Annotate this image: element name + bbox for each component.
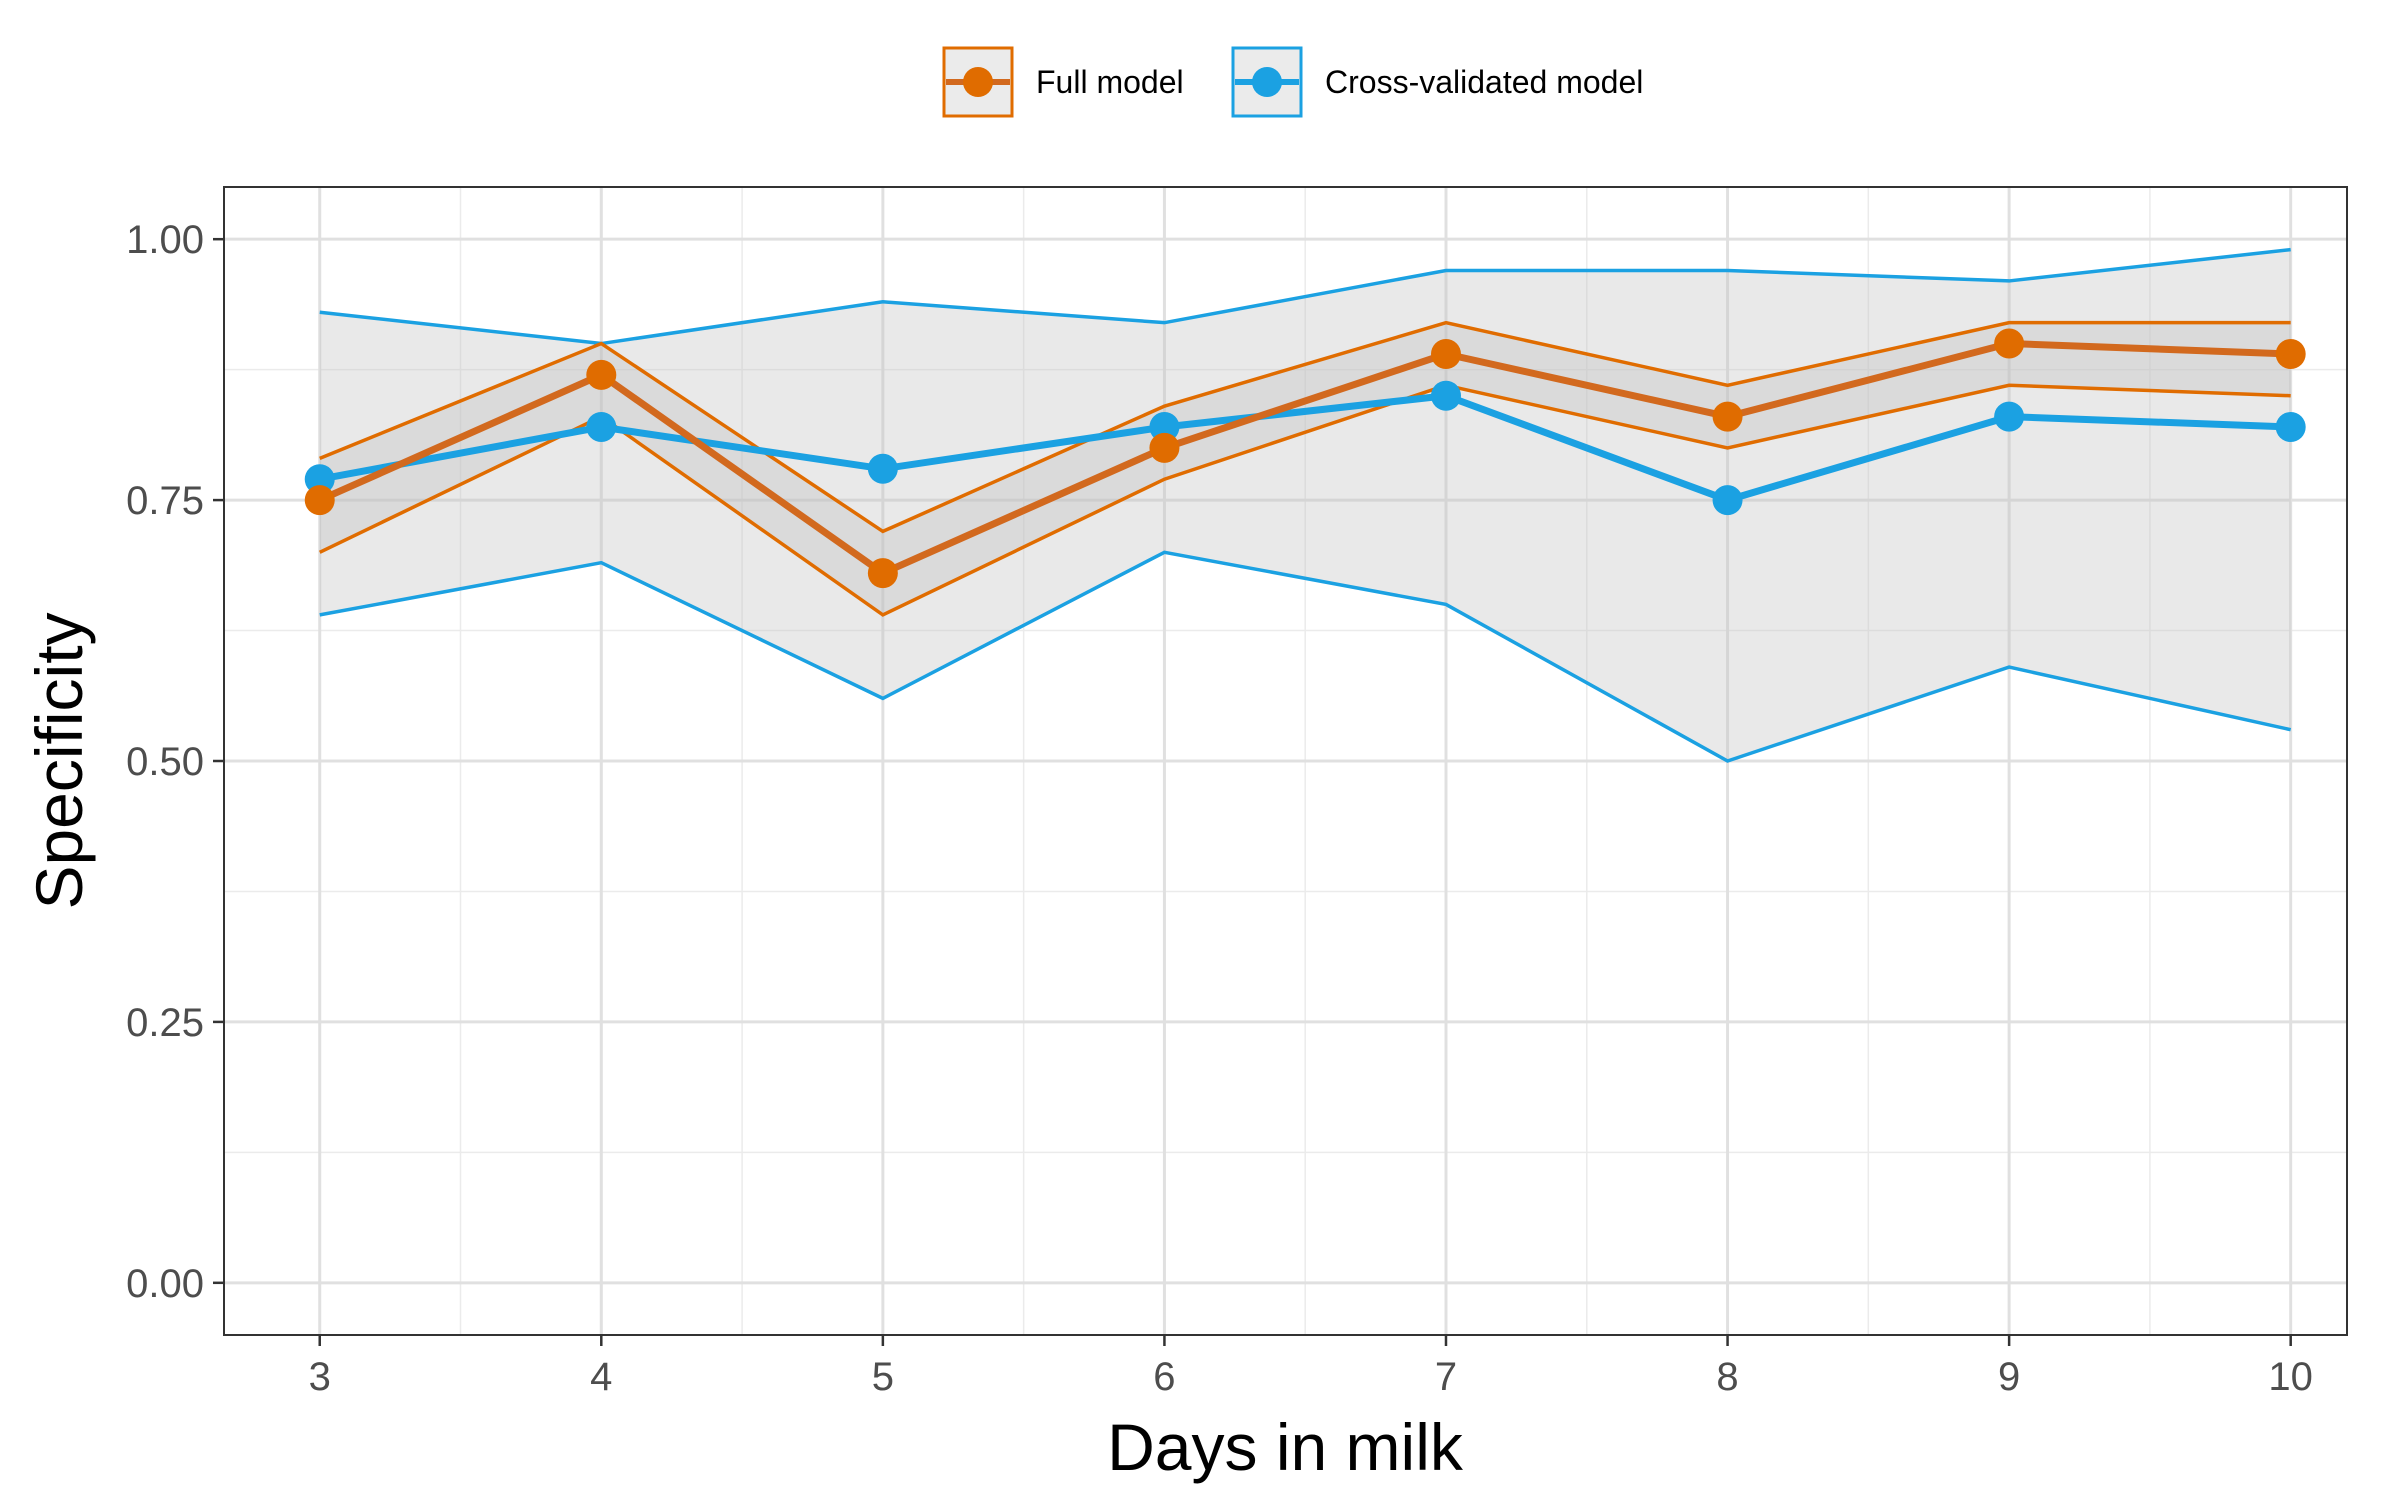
point-cross-validated-model (1994, 401, 2025, 432)
x-tick-label: 3 (309, 1355, 331, 1399)
point-cross-validated-model (1430, 380, 1461, 411)
lower-bound-full-model (318, 383, 2291, 617)
x-tick-label: 8 (1716, 1355, 1738, 1399)
point-cross-validated-model (1149, 412, 1180, 443)
point-full-model (1712, 401, 1743, 432)
x-axis: 3 4 5 6 7 8 9 10 (309, 1335, 2313, 1399)
x-tick-label: 6 (1153, 1355, 1175, 1399)
grid-major (224, 187, 2347, 1335)
confidence-bounds (318, 247, 2292, 763)
legend-label-cross-validated-model: Cross-validated model (1325, 64, 1643, 100)
x-tick-label: 9 (1998, 1355, 2020, 1399)
point-cross-validated-model (304, 464, 335, 495)
point-full-model (1149, 432, 1180, 463)
point-full-model (586, 359, 617, 390)
x-tick-label: 7 (1435, 1355, 1457, 1399)
point-cross-validated-model (867, 453, 898, 484)
x-tick-label: 4 (590, 1355, 612, 1399)
x-axis-title: Days in milk (1107, 1410, 1464, 1484)
upper-bound-full-model (319, 320, 2291, 534)
point-cross-validated-model (586, 412, 617, 443)
upper-bound-cross-validated-model (319, 247, 2291, 346)
legend-label-full-model: Full model (1036, 64, 1184, 100)
legend-item-full-model: Full model (942, 46, 1184, 118)
y-axis-title: Specificity (22, 612, 96, 909)
lower-bound-cross-validated-model (319, 550, 2292, 763)
legend-marker-cross-validated-model (1252, 67, 1282, 97)
ribbon-cross-validated-model (319, 249, 2291, 762)
y-tick-label: 0.50 (126, 740, 204, 784)
series-lines (318, 340, 2291, 577)
point-full-model (2275, 338, 2306, 369)
y-tick-label: 0.25 (126, 1001, 204, 1045)
point-cross-validated-model (2275, 412, 2306, 443)
legend-marker-full-model (963, 67, 993, 97)
point-full-model (1994, 328, 2025, 359)
x-tick-label: 10 (2268, 1355, 2313, 1399)
series-points (304, 328, 2306, 589)
legend: Full model Cross-validated model (942, 46, 1643, 118)
legend-item-cross-validated-model: Cross-validated model (1231, 46, 1643, 118)
point-full-model (867, 558, 898, 589)
y-tick-label: 0.00 (126, 1262, 204, 1306)
line-cross-validated-model (319, 392, 2291, 504)
y-tick-label: 1.00 (126, 218, 204, 262)
line-full-model (318, 340, 2291, 577)
point-cross-validated-model (1712, 485, 1743, 516)
x-tick-label: 5 (872, 1355, 894, 1399)
y-axis: 0.00 0.25 0.50 0.75 1.00 (126, 218, 224, 1306)
point-full-model (304, 485, 335, 516)
point-full-model (1430, 338, 1461, 369)
y-tick-label: 0.75 (126, 479, 204, 523)
